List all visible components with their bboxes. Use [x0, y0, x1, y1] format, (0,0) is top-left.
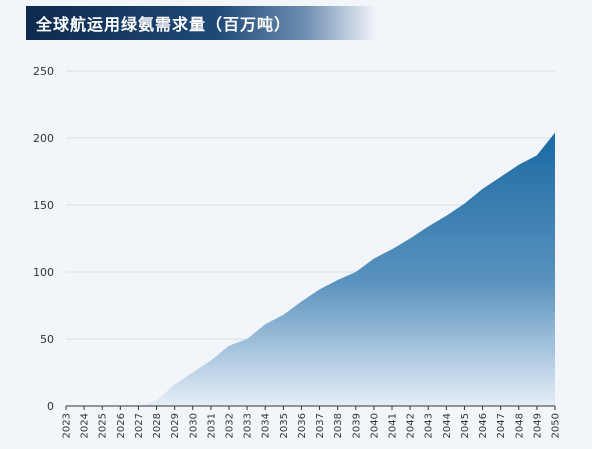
y-tick-label-200: 200 [33, 132, 54, 145]
x-tick-label-2050: 2050 [551, 413, 562, 438]
x-tick-label-2040: 2040 [369, 413, 380, 438]
y-tick-label-100: 100 [33, 266, 54, 279]
x-tick-label-2032: 2032 [225, 413, 236, 438]
x-tick-label-2028: 2028 [152, 413, 163, 438]
x-tick-label-2033: 2033 [243, 413, 254, 438]
x-tick-label-2048: 2048 [514, 413, 525, 438]
chart-title-bar: 全球航运用绿氨需求量（百万吨） [26, 6, 376, 40]
x-tick-label-2042: 2042 [406, 413, 417, 438]
x-tick-label-2047: 2047 [496, 413, 507, 438]
x-tick-label-2026: 2026 [116, 413, 127, 438]
x-tick-label-2039: 2039 [351, 413, 362, 438]
x-tick-label-2035: 2035 [279, 413, 290, 438]
x-tick-label-2041: 2041 [388, 413, 399, 438]
x-tick-label-2045: 2045 [460, 413, 471, 438]
x-tick-label-2044: 2044 [442, 413, 453, 438]
x-tick-label-2030: 2030 [188, 413, 199, 438]
x-tick-label-2049: 2049 [532, 413, 543, 438]
y-tick-label-50: 50 [40, 333, 54, 346]
x-tick-label-2037: 2037 [315, 413, 326, 438]
x-tick-label-2038: 2038 [333, 413, 344, 438]
x-tick-label-2029: 2029 [170, 413, 181, 438]
x-tick-label-2046: 2046 [478, 413, 489, 438]
x-tick-label-2036: 2036 [297, 413, 308, 438]
y-tick-label-150: 150 [33, 199, 54, 212]
y-tick-label-250: 250 [33, 65, 54, 78]
x-tick-label-2027: 2027 [134, 413, 145, 438]
series-area [66, 132, 555, 406]
x-tick-label-2034: 2034 [261, 413, 272, 438]
x-tick-label-2043: 2043 [424, 413, 435, 438]
x-tick-label-2025: 2025 [98, 413, 109, 438]
x-tick-label-2023: 2023 [62, 413, 73, 438]
x-tick-label-2024: 2024 [80, 413, 91, 438]
x-tick-label-2031: 2031 [206, 413, 217, 438]
y-tick-label-0: 0 [47, 400, 54, 413]
chart-title: 全球航运用绿氨需求量（百万吨） [36, 15, 292, 34]
